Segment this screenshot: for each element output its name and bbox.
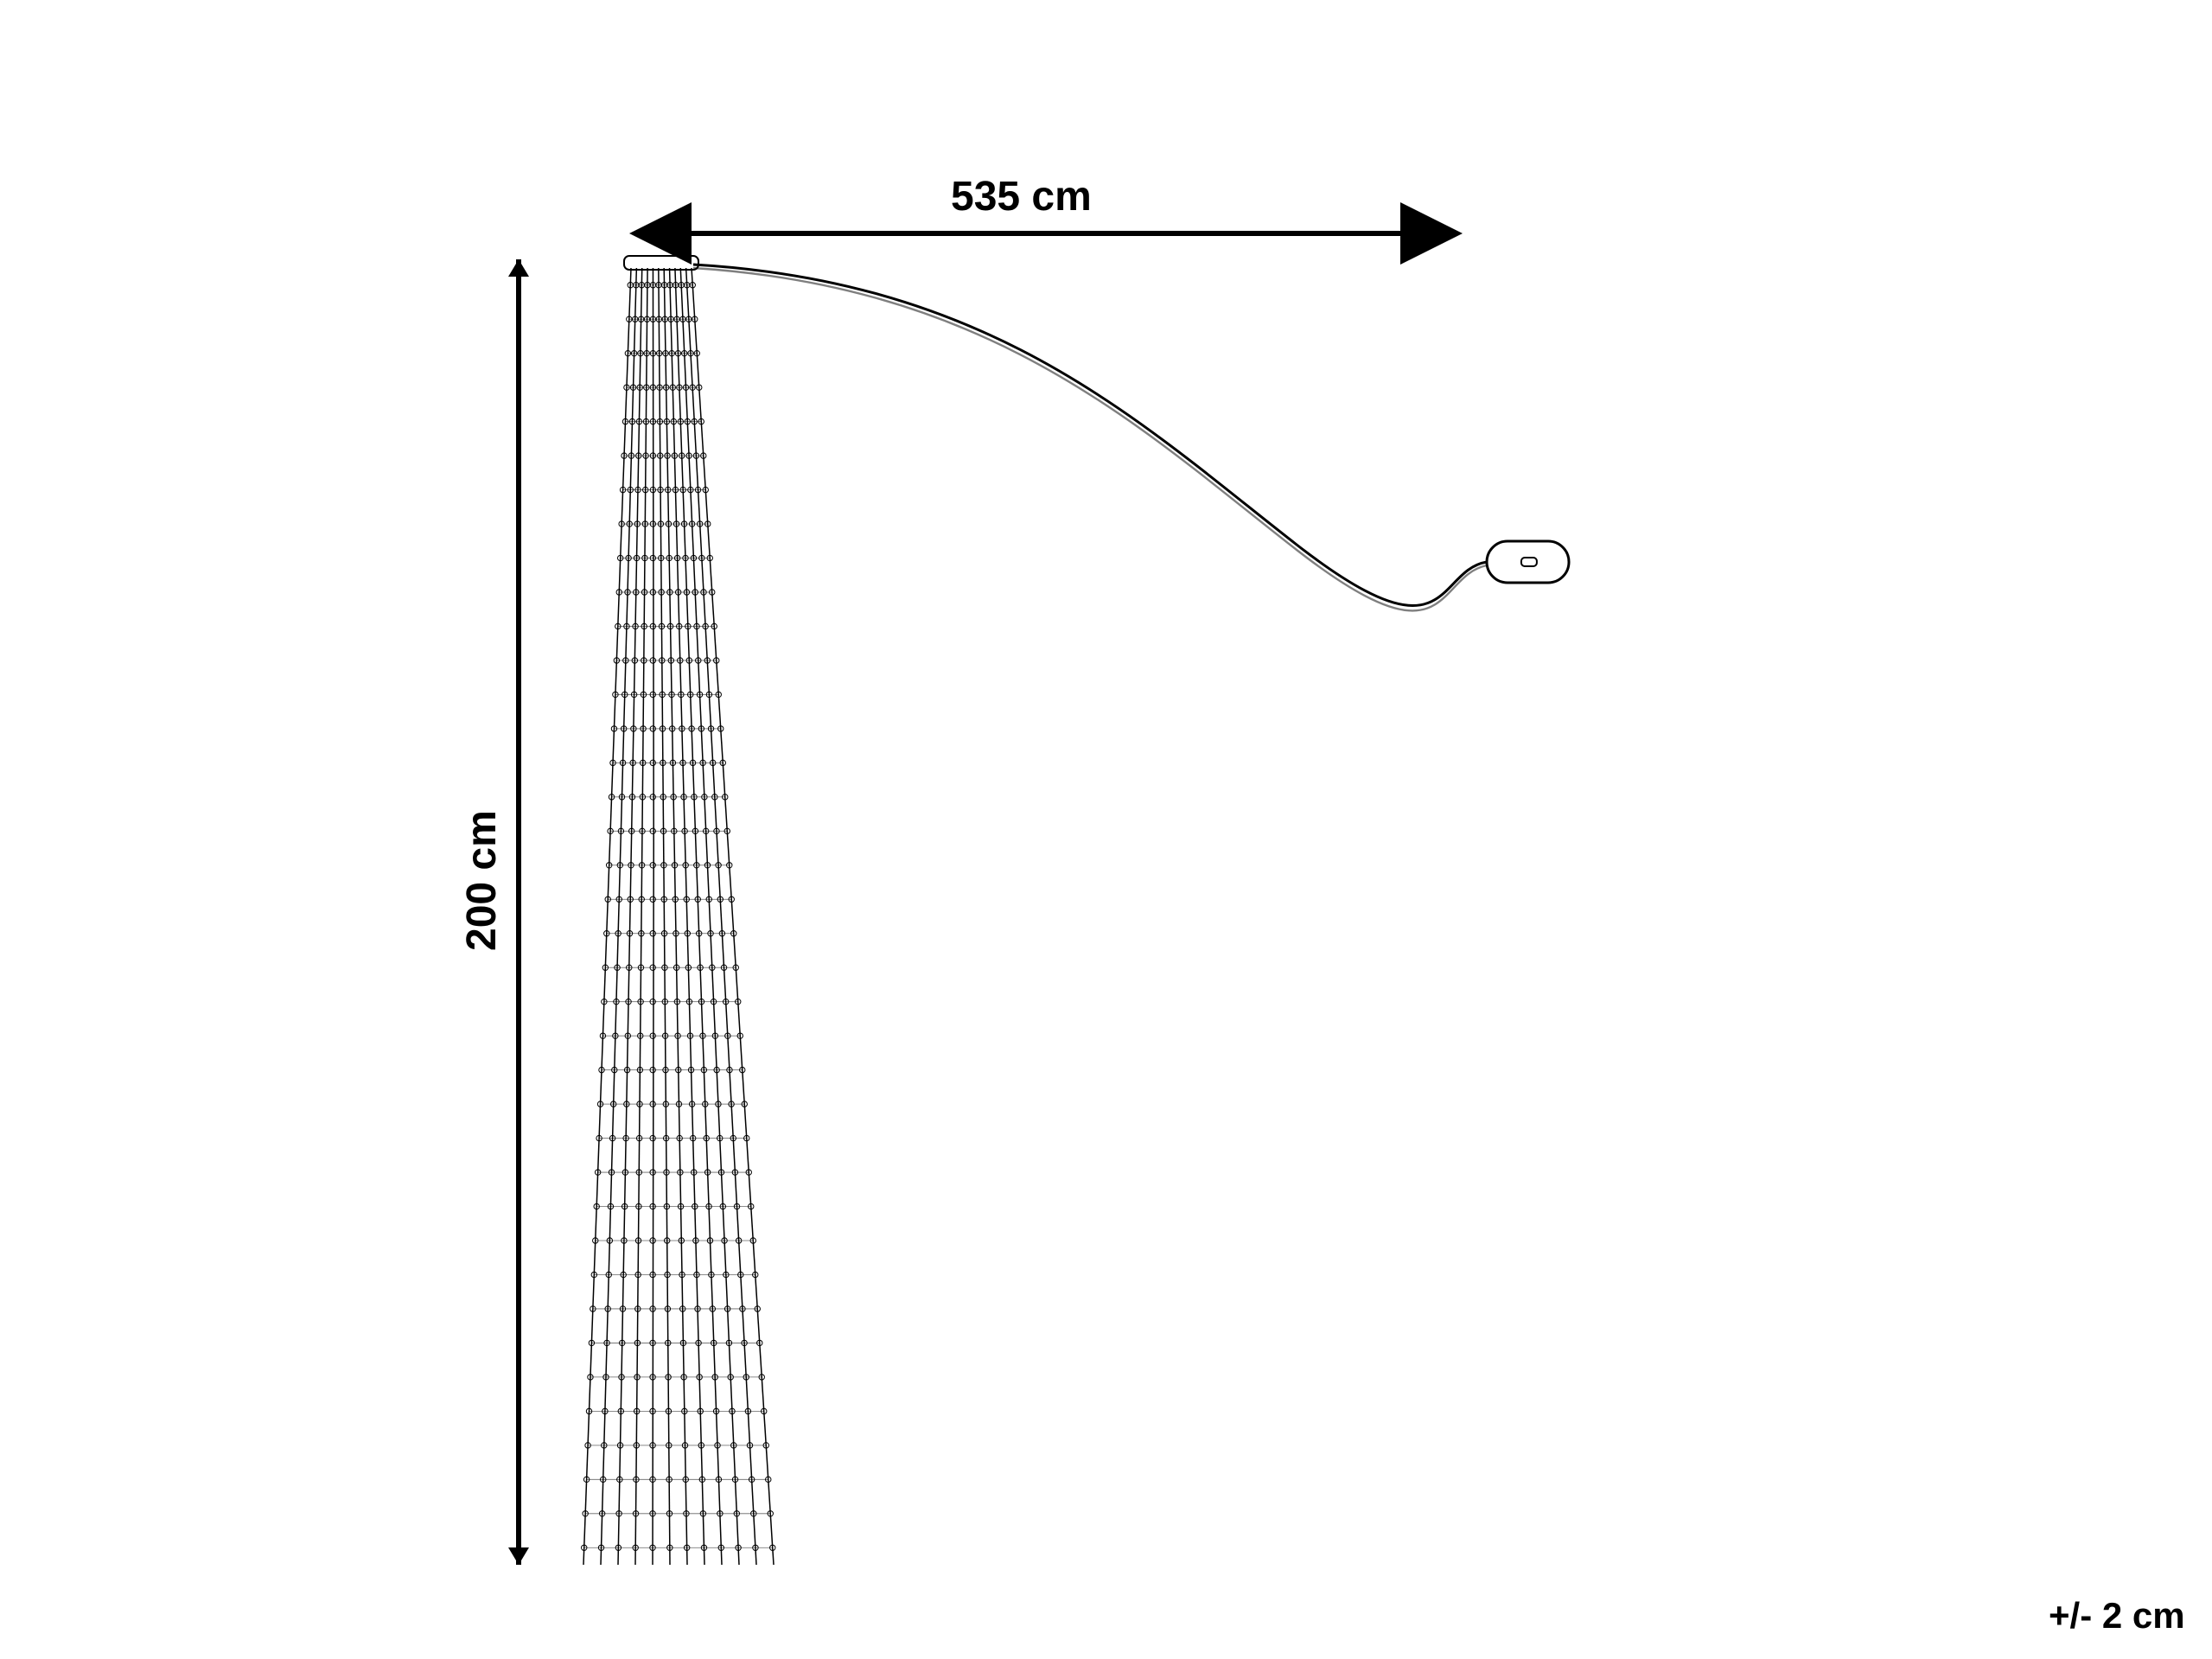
width-dimension-label: 535 cm — [951, 173, 1092, 220]
height-dimension-label: 200 cm — [458, 810, 506, 951]
diagram-canvas — [0, 0, 2212, 1659]
tolerance-label: +/- 2 cm — [2049, 1595, 2185, 1637]
